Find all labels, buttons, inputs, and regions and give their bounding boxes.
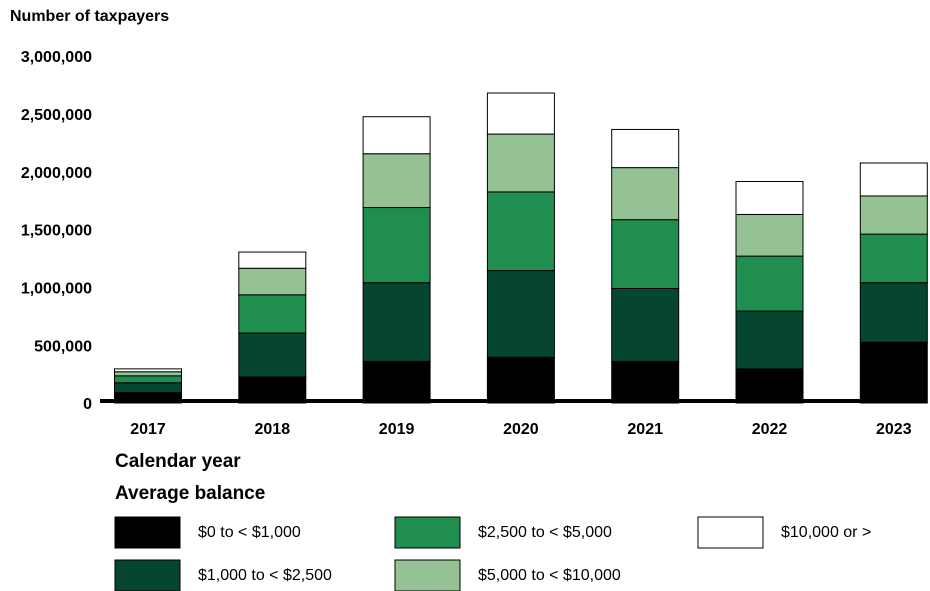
- legend-label: $10,000 or >: [781, 524, 871, 541]
- bar-segment: [735, 180, 804, 215]
- x-tick-label: 2020: [503, 421, 539, 438]
- legend-label: $2,500 to < $5,000: [478, 524, 612, 541]
- bar-segment: [859, 233, 928, 284]
- y-tick-label: 500,000: [34, 338, 92, 355]
- bar-segment: [735, 310, 804, 370]
- bar-segment: [238, 332, 307, 378]
- legend-label: $1,000 to < $2,500: [198, 567, 332, 584]
- y-axis-label: Number of taxpayers: [10, 8, 169, 25]
- legend-swatch: [394, 559, 461, 591]
- bar-segment: [362, 282, 431, 362]
- bar-segment: [114, 375, 182, 384]
- legend-swatch: [114, 559, 181, 591]
- y-tick-label: 1,000,000: [21, 281, 92, 298]
- x-tick-label: 2017: [130, 421, 166, 438]
- bar-segment: [611, 360, 680, 404]
- bar-segment: [486, 191, 555, 272]
- x-tick-label: 2018: [255, 421, 291, 438]
- y-tick-label: 2,500,000: [21, 107, 92, 124]
- bar-segment: [114, 371, 182, 377]
- bar-segment: [238, 267, 307, 296]
- bar-segment: [735, 255, 804, 312]
- y-tick-label: 3,000,000: [21, 49, 92, 66]
- legend-swatch: [697, 516, 764, 549]
- bar-segment: [611, 287, 680, 362]
- bar-segment: [859, 162, 928, 197]
- bar-segment: [859, 282, 928, 343]
- legend-title: Average balance: [115, 483, 265, 504]
- y-tick-label: 2,000,000: [21, 165, 92, 182]
- bar-segment: [735, 368, 804, 404]
- bar-segment: [238, 294, 307, 334]
- bar-segment: [611, 167, 680, 221]
- bar-segment: [362, 153, 431, 209]
- x-tick-label: 2023: [876, 421, 912, 438]
- bar-segment: [486, 356, 555, 404]
- legend-label: $5,000 to < $10,000: [478, 567, 621, 584]
- bar-segment: [114, 382, 182, 394]
- y-tick-label: 0: [83, 396, 92, 413]
- bar-segment: [611, 128, 680, 169]
- bar-segment: [238, 251, 307, 269]
- bar-segment: [486, 133, 555, 193]
- x-tick-label: 2022: [752, 421, 788, 438]
- legend-swatch: [394, 516, 461, 549]
- bar-segment: [362, 360, 431, 404]
- bar-segment: [611, 219, 680, 289]
- x-axis-label: Calendar year: [115, 451, 241, 472]
- bar-segment: [362, 207, 431, 284]
- bar-segment: [486, 92, 555, 135]
- bar-segment: [859, 341, 928, 404]
- y-tick-label: 1,500,000: [21, 223, 92, 240]
- bar-segment: [735, 213, 804, 257]
- bar-segment: [362, 116, 431, 155]
- bar-segment: [486, 270, 555, 358]
- legend-swatch: [114, 516, 181, 549]
- x-tick-label: 2021: [627, 421, 663, 438]
- x-tick-label: 2019: [379, 421, 415, 438]
- legend-label: $0 to < $1,000: [198, 524, 301, 541]
- bar-segment: [114, 368, 182, 373]
- bar-segment: [859, 195, 928, 235]
